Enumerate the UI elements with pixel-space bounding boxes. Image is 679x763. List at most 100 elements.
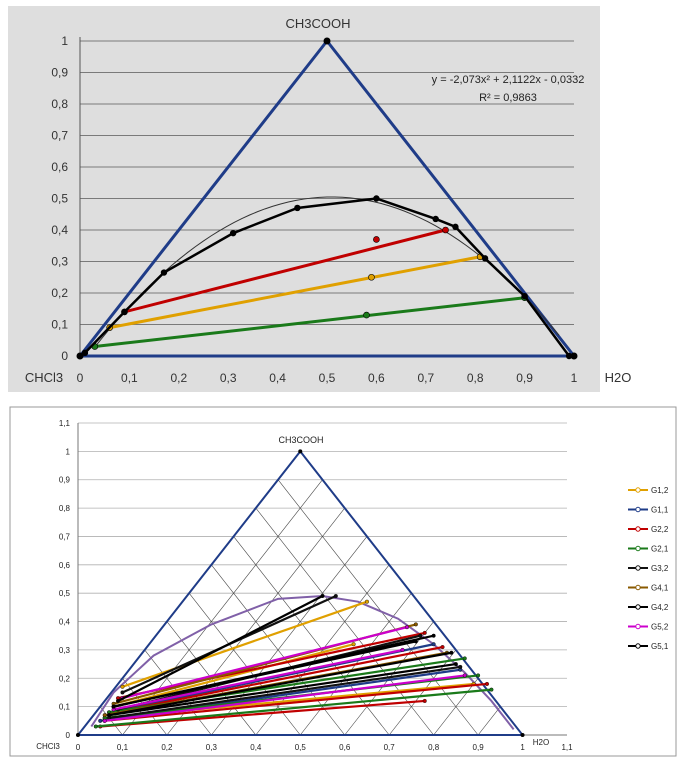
chart2-tie-endpoint bbox=[102, 718, 107, 723]
chart2-x-tick-label: 1 bbox=[520, 743, 525, 752]
chart1-binodal-point bbox=[373, 195, 380, 202]
chart2-tie-endpoint bbox=[364, 599, 369, 604]
chart1-binodal-point bbox=[432, 215, 439, 223]
chart2-legend-marker bbox=[635, 506, 641, 513]
chart2-series bbox=[90, 594, 515, 730]
chart2-legend-marker bbox=[635, 584, 641, 591]
chart2-corner-right: H2O bbox=[533, 738, 549, 747]
chart2-tie-endpoint bbox=[320, 594, 325, 599]
chart2-x-tick-label: 0,4 bbox=[250, 743, 262, 752]
chart1-series bbox=[76, 37, 578, 360]
chart1-binodal-point bbox=[481, 255, 489, 262]
chart2-y-tick-label: 0,9 bbox=[59, 476, 71, 485]
chart1-vertex-point bbox=[323, 37, 331, 45]
chart2-tie-endpoint bbox=[111, 704, 116, 709]
chart1-binodal-point bbox=[521, 292, 528, 300]
chart2-tie-endpoint bbox=[120, 684, 125, 689]
chart2-tie-line bbox=[104, 674, 465, 722]
chart2-vertex-point bbox=[76, 733, 80, 737]
chart2-y-tick-label: 0,4 bbox=[59, 618, 71, 627]
ternary-chart-2: 0 0,1 0,2 0,3 0,4 0,5 0,6 0,7 0,8 0,9 1 1,1 0 0,1 0,2… bbox=[9, 406, 677, 757]
chart2-tie-endpoint bbox=[422, 698, 427, 703]
chart2-y-ticks: 0 0,1 0,2 0,3 0,4 0,5 0,6 0,7 0,8 0,9 1 1,1 bbox=[59, 419, 71, 740]
chart1-y-tick-label: 0,9 bbox=[51, 66, 68, 80]
chart1-y-tick-label: 0 bbox=[61, 349, 68, 363]
chart2-tie-line bbox=[108, 651, 452, 717]
chart2-legend-marker bbox=[635, 545, 641, 552]
chart2-triangle-outline bbox=[75, 449, 525, 736]
chart2-legend-marker bbox=[635, 526, 641, 532]
chart1-y-tick-label: 0,8 bbox=[51, 97, 68, 111]
chart2-tie-line bbox=[117, 595, 324, 702]
chart2-x-tick-label: 0,7 bbox=[384, 743, 396, 752]
chart2-tie-line bbox=[122, 600, 368, 688]
chart2-y-tick-label: 0,6 bbox=[59, 561, 71, 570]
chart2-tie-endpoint bbox=[449, 650, 454, 655]
chart-panel-2: 0 0,1 0,2 0,3 0,4 0,5 0,6 0,7 0,8 0,9 1 1,1 0 0,1 0,2… bbox=[0, 405, 679, 758]
chart2-x-tick-label: 0,9 bbox=[473, 743, 485, 752]
chart2-legend-label: G4,2 bbox=[651, 603, 669, 612]
chart1-x-tick-label: 0,7 bbox=[417, 371, 434, 385]
chart1-x-tick-label: 0,1 bbox=[121, 371, 138, 385]
chart1-y-tick-label: 0,6 bbox=[51, 160, 68, 174]
chart2-legend-label: G2,2 bbox=[651, 525, 669, 534]
chart2-x-tick-label: 0,1 bbox=[117, 743, 129, 752]
chart2-legend-label: G5,2 bbox=[651, 623, 669, 632]
chart2-tie-endpoint bbox=[413, 639, 418, 644]
chart1-y-tick-label: 1 bbox=[61, 34, 68, 48]
chart2-tie-endpoint bbox=[333, 594, 338, 599]
chart2-legend-marker bbox=[635, 623, 641, 630]
chart2-y-tick-label: 1 bbox=[66, 447, 71, 456]
chart2-legend-label: G3,2 bbox=[651, 564, 669, 573]
chart1-x-tick-label: 0 bbox=[77, 371, 84, 385]
chart1-binodal-point bbox=[565, 352, 573, 360]
chart2-tie-endpoint bbox=[418, 633, 423, 638]
chart1-tie-midpoint bbox=[368, 273, 375, 281]
chart1-vertex-point bbox=[570, 352, 578, 360]
chart1-binodal-point bbox=[160, 269, 168, 276]
chart1-binodal-point bbox=[121, 308, 128, 316]
chart2-tie-line bbox=[108, 663, 457, 717]
chart2-tie-line bbox=[113, 643, 354, 708]
chart1-x-tick-label: 0,3 bbox=[220, 371, 237, 385]
chart2-y-tick-label: 0,3 bbox=[59, 646, 71, 655]
chart1-triangle-outline bbox=[78, 38, 578, 358]
chart1-x-tick-label: 0,2 bbox=[170, 371, 187, 385]
chart2-y-tick-label: 0,8 bbox=[59, 504, 71, 513]
chart2-legend: G1,2 G1,1 G2,2 G2,1 G3,2 G4,1 G4,2 G5,2 G5,1 bbox=[628, 486, 669, 651]
chart2-tie-line bbox=[104, 682, 488, 722]
chart1-binodal-point bbox=[452, 223, 459, 231]
chart2-tie-line bbox=[113, 648, 403, 711]
chart1-x-tick-label: 0,8 bbox=[467, 371, 484, 385]
chart2-tie-endpoint bbox=[431, 633, 436, 638]
chart2-tie-endpoint bbox=[431, 642, 436, 647]
chart1-tie-line bbox=[94, 296, 525, 349]
chart2-tie-endpoint bbox=[351, 642, 356, 647]
chart1-y-tick-label: 0,2 bbox=[51, 286, 68, 300]
chart2-tie-endpoint bbox=[489, 687, 494, 692]
chart2-legend-marker bbox=[635, 643, 641, 649]
chart2-legend-label: G1,2 bbox=[651, 486, 669, 495]
chart1-corner-left: CHCl3 bbox=[25, 370, 63, 385]
chart2-legend-label: G4,1 bbox=[651, 584, 669, 593]
chart2-x-ticks: 0 0,1 0,2 0,3 0,4 0,5 0,6 0,7 0,8 0,9 1 1,1 bbox=[76, 743, 573, 752]
chart2-tie-endpoint bbox=[440, 645, 445, 650]
chart1-tie-midpoint bbox=[363, 311, 370, 319]
chart2-x-tick-label: 0 bbox=[76, 743, 81, 752]
chart2-legend-marker bbox=[635, 487, 641, 493]
chart1-y-tick-label: 0,3 bbox=[51, 255, 68, 269]
chart2-tie-endpoint bbox=[107, 713, 112, 718]
chart2-lattice-line bbox=[477, 706, 501, 736]
chart2-tie-endpoint bbox=[93, 724, 98, 729]
chart2-y-tick-label: 0 bbox=[66, 731, 71, 740]
chart2-vertex-point bbox=[298, 449, 303, 454]
chart1-tie-line bbox=[109, 255, 481, 330]
chart1-x-tick-label: 0,6 bbox=[368, 371, 385, 385]
chart1-fit-r2: R² = 0,9863 bbox=[479, 92, 537, 104]
chart2-vertex-point bbox=[520, 733, 525, 737]
chart2-tie-endpoint bbox=[458, 664, 463, 669]
chart2-tie-endpoint bbox=[116, 698, 121, 703]
chart1-binodal-point bbox=[229, 229, 237, 237]
